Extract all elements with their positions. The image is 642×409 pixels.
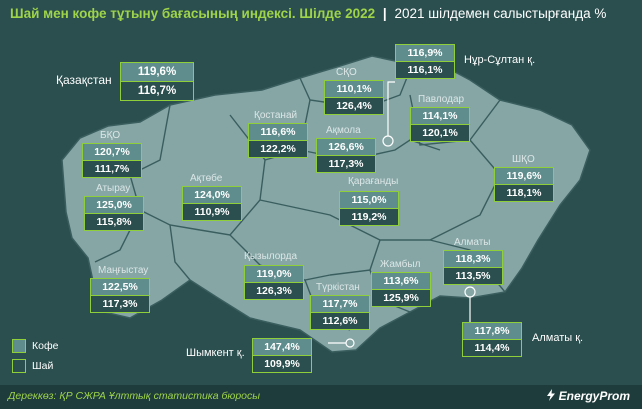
region-label-kostanay: Қостанай xyxy=(254,110,298,121)
region-box-turkistan: 117,7% 112,6% xyxy=(310,295,370,330)
national-label: Қазақстан xyxy=(56,73,112,87)
region-label-mangystau: Маңғыстау xyxy=(98,265,149,276)
region-coffee-value: 116,6% xyxy=(249,124,307,140)
region-coffee-value: 126,6% xyxy=(317,139,375,155)
region-tea-value: 113,5% xyxy=(444,267,502,284)
region-coffee-value: 113,6% xyxy=(372,273,430,289)
nur-sultan-leader xyxy=(387,81,395,136)
region-tea-value: 110,9% xyxy=(183,203,241,220)
national-coffee-value: 119,6% xyxy=(121,63,193,81)
city-label-shymkent: Шымкент қ. xyxy=(186,347,245,359)
region-box-aktobe: 124,0% 110,9% xyxy=(182,186,242,221)
city-box-almaty: 117,8% 114,4% xyxy=(462,322,522,357)
city-box-nur-sultan: 116,9% 116,1% xyxy=(395,44,455,79)
region-label-bko: БҚО xyxy=(100,130,121,141)
page-subtitle: 2021 шілдемен салыстырғанда % xyxy=(394,6,607,21)
region-box-shko: 119,6% 118,1% xyxy=(494,167,554,202)
lightning-icon xyxy=(546,389,555,401)
region-box-almaty: 118,3% 113,5% xyxy=(443,250,503,285)
region-box-zhambyl: 113,6% 125,9% xyxy=(371,272,431,307)
region-box-akmola: 126,6% 117,3% xyxy=(316,138,376,173)
title-separator: | xyxy=(382,6,387,21)
region-box-karaganda: 115,0% 119,2% xyxy=(339,191,399,226)
legend-coffee-label: Кофе xyxy=(32,340,59,352)
page-title: Шай мен кофе тұтыну бағасының индексі. Ш… xyxy=(10,6,376,21)
region-box-kostanay: 116,6% 122,2% xyxy=(248,123,308,158)
region-box-kyzylorda: 119,0% 126,3% xyxy=(244,265,304,300)
region-label-sko: СҚО xyxy=(336,67,357,78)
region-tea-value: 111,7% xyxy=(83,160,141,177)
region-coffee-value: 117,7% xyxy=(311,296,369,312)
region-coffee-value: 124,0% xyxy=(183,187,241,203)
region-label-almaty: Алматы xyxy=(454,237,491,248)
region-tea-value: 120,1% xyxy=(411,124,469,141)
national-tea-value: 116,7% xyxy=(121,81,193,100)
footer: Дереккөз: ҚР СЖРА Ұлттық статистика бюро… xyxy=(0,385,642,409)
region-tea-value: 119,2% xyxy=(340,208,398,225)
city-box-shymkent: 147,4% 109,9% xyxy=(252,338,312,373)
region-tea-value: 118,1% xyxy=(495,184,553,201)
region-coffee-value: 118,3% xyxy=(444,251,502,267)
almaty-city-leader xyxy=(469,297,475,325)
region-tea-value: 117,3% xyxy=(317,155,375,172)
region-label-akmola: Ақмола xyxy=(326,125,361,136)
city-coffee-value: 147,4% xyxy=(253,339,311,355)
city-coffee-value: 117,8% xyxy=(463,323,521,339)
logo-text: EnergyProm xyxy=(558,389,630,403)
region-coffee-value: 119,0% xyxy=(245,266,303,282)
region-tea-value: 125,9% xyxy=(372,289,430,306)
region-tea-value: 122,2% xyxy=(249,140,307,157)
region-tea-value: 115,8% xyxy=(85,213,143,230)
region-box-bko: 120,7% 111,7% xyxy=(82,143,142,178)
region-label-kyzylorda: Қызылорда xyxy=(244,251,298,262)
city-coffee-value: 116,9% xyxy=(396,45,454,61)
region-label-shko: ШҚО xyxy=(512,154,535,165)
region-coffee-value: 119,6% xyxy=(495,168,553,184)
region-label-karaganda: Қарағанды xyxy=(348,176,399,187)
legend: Кофе Шай xyxy=(12,339,58,379)
region-label-pavlodar: Павлодар xyxy=(418,94,465,105)
region-coffee-value: 120,7% xyxy=(83,144,141,160)
tea-swatch xyxy=(12,359,26,373)
energyprom-logo: EnergyProm xyxy=(545,389,630,403)
region-coffee-value: 125,0% xyxy=(85,197,143,213)
city-tea-value: 109,9% xyxy=(253,355,311,372)
region-label-zhambyl: Жамбыл xyxy=(380,259,421,270)
region-tea-value: 126,4% xyxy=(325,97,383,114)
city-tea-value: 116,1% xyxy=(396,61,454,78)
region-label-turkistan: Түркістан xyxy=(316,282,360,293)
region-label-atyrau: Атырау xyxy=(96,183,131,194)
region-box-atyrau: 125,0% 115,8% xyxy=(84,196,144,231)
legend-item-tea: Шай xyxy=(12,359,58,373)
region-box-mangystau: 122,5% 117,3% xyxy=(90,278,150,313)
region-coffee-value: 115,0% xyxy=(340,192,398,208)
title-bar: Шай мен кофе тұтыну бағасының индексі. Ш… xyxy=(10,6,606,28)
coffee-swatch xyxy=(12,339,26,353)
legend-item-coffee: Кофе xyxy=(12,339,58,353)
region-coffee-value: 122,5% xyxy=(91,279,149,295)
legend-tea-label: Шай xyxy=(32,360,54,372)
region-tea-value: 112,6% xyxy=(311,312,369,329)
region-tea-value: 126,3% xyxy=(245,282,303,299)
region-box-pavlodar: 114,1% 120,1% xyxy=(410,107,470,142)
city-label-almaty: Алматы қ. xyxy=(532,332,584,344)
region-tea-value: 117,3% xyxy=(91,295,149,312)
region-coffee-value: 110,1% xyxy=(325,81,383,97)
national-value-box: 119,6% 116,7% xyxy=(120,62,194,101)
city-tea-value: 114,4% xyxy=(463,339,521,356)
region-label-aktobe: Ақтөбе xyxy=(190,173,223,184)
source-text: Дереккөз: ҚР СЖРА Ұлттық статистика бюро… xyxy=(8,390,260,402)
region-box-sko: 110,1% 126,4% xyxy=(324,80,384,115)
region-coffee-value: 114,1% xyxy=(411,108,469,124)
city-label-nur-sultan: Нұр-Сұлтан қ. xyxy=(464,54,536,66)
